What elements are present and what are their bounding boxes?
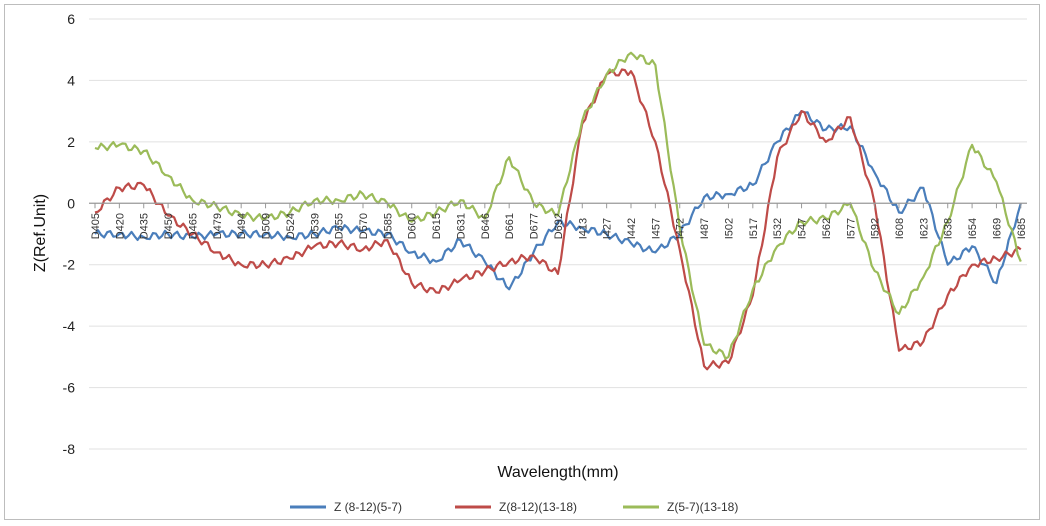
x-tick-label: I638 [943, 218, 955, 239]
y-tick-label: -2 [63, 257, 76, 273]
x-tick-label: D420 [114, 213, 126, 239]
x-tick-label: D405 [90, 213, 102, 239]
x-tick-label: I654 [967, 218, 979, 239]
x-tick-label: I442 [626, 218, 638, 239]
chart-frame: 6 4 2 0 -2 -4 -6 -8 D405 D420 D435 D450 D465 D479 D49… [4, 4, 1040, 520]
y-tick-label: -4 [63, 318, 76, 334]
x-tick-label: I669 [991, 218, 1003, 239]
x-tick-label: D509 [261, 213, 273, 239]
x-tick-label: D450 [163, 213, 175, 239]
x-tick-label: D615 [431, 213, 443, 239]
x-tick-label: I472 [675, 218, 687, 239]
x-tick-label: I547 [797, 218, 809, 239]
x-tick-label: I517 [748, 218, 760, 239]
x-tick-label: I592 [870, 218, 882, 239]
x-tick-label: I487 [699, 218, 711, 239]
x-tick-labels: D405 D420 D435 D450 D465 D479 D494 D509 D524 D539… [90, 213, 1028, 239]
y-tick-label: 6 [67, 11, 75, 27]
legend-label-1: Z (8-12)(5-7) [334, 500, 402, 514]
y-tick-label: 0 [67, 195, 75, 211]
x-axis-label: Wavelength(mm) [497, 464, 618, 481]
x-tick-label: I608 [894, 218, 906, 239]
grid-lines [89, 18, 1027, 450]
legend-label-3: Z(5-7)(13-18) [667, 500, 738, 514]
x-tick-label: I685 [1016, 218, 1028, 239]
series-line-3 [94, 51, 1022, 360]
x-tick-label: D600 [407, 213, 419, 239]
x-tick-label: D570 [358, 213, 370, 239]
x-tick-label: D524 [285, 213, 297, 239]
x-tick-label: D555 [334, 213, 346, 239]
x-tick-label: I413 [577, 218, 589, 239]
x-tick-label: I577 [845, 218, 857, 239]
x-tick-label: D677 [529, 213, 541, 239]
x-tick-label: I427 [602, 218, 614, 239]
x-tick-label: I623 [918, 218, 930, 239]
x-tick-label: D631 [455, 213, 467, 239]
x-tick-marks [94, 203, 1022, 209]
x-tick-label: I562 [821, 218, 833, 239]
y-tick-label: -6 [63, 380, 76, 396]
y-tick-labels: 6 4 2 0 -2 -4 -6 -8 [63, 11, 76, 457]
y-tick-label: 2 [67, 134, 75, 150]
y-tick-label: -8 [63, 441, 76, 457]
x-tick-label: D465 [187, 213, 199, 239]
x-tick-label: I532 [772, 218, 784, 239]
x-tick-label: D435 [139, 213, 151, 239]
x-tick-label: D661 [504, 213, 516, 239]
x-tick-label: I457 [650, 218, 662, 239]
legend-label-2: Z(8-12)(13-18) [499, 500, 577, 514]
x-tick-label: D585 [382, 213, 394, 239]
legend: Z (8-12)(5-7) Z(8-12)(13-18) Z(5-7)(13-18) [290, 500, 738, 514]
x-tick-label: D494 [236, 213, 248, 239]
x-tick-label: I502 [723, 218, 735, 239]
series-lines [94, 51, 1022, 371]
line-chart: 6 4 2 0 -2 -4 -6 -8 D405 D420 D435 D450 D465 D479 D49… [32, 11, 1028, 514]
y-tick-label: 4 [67, 72, 75, 88]
x-tick-label: D479 [212, 213, 224, 239]
x-tick-label: D692 [553, 213, 565, 239]
series-line-1 [94, 110, 1022, 291]
x-tick-label: D539 [309, 213, 321, 239]
y-axis-label: Z(Ref.Unit) [32, 194, 49, 272]
series-line-2 [94, 68, 1022, 371]
x-tick-label: D646 [480, 213, 492, 239]
